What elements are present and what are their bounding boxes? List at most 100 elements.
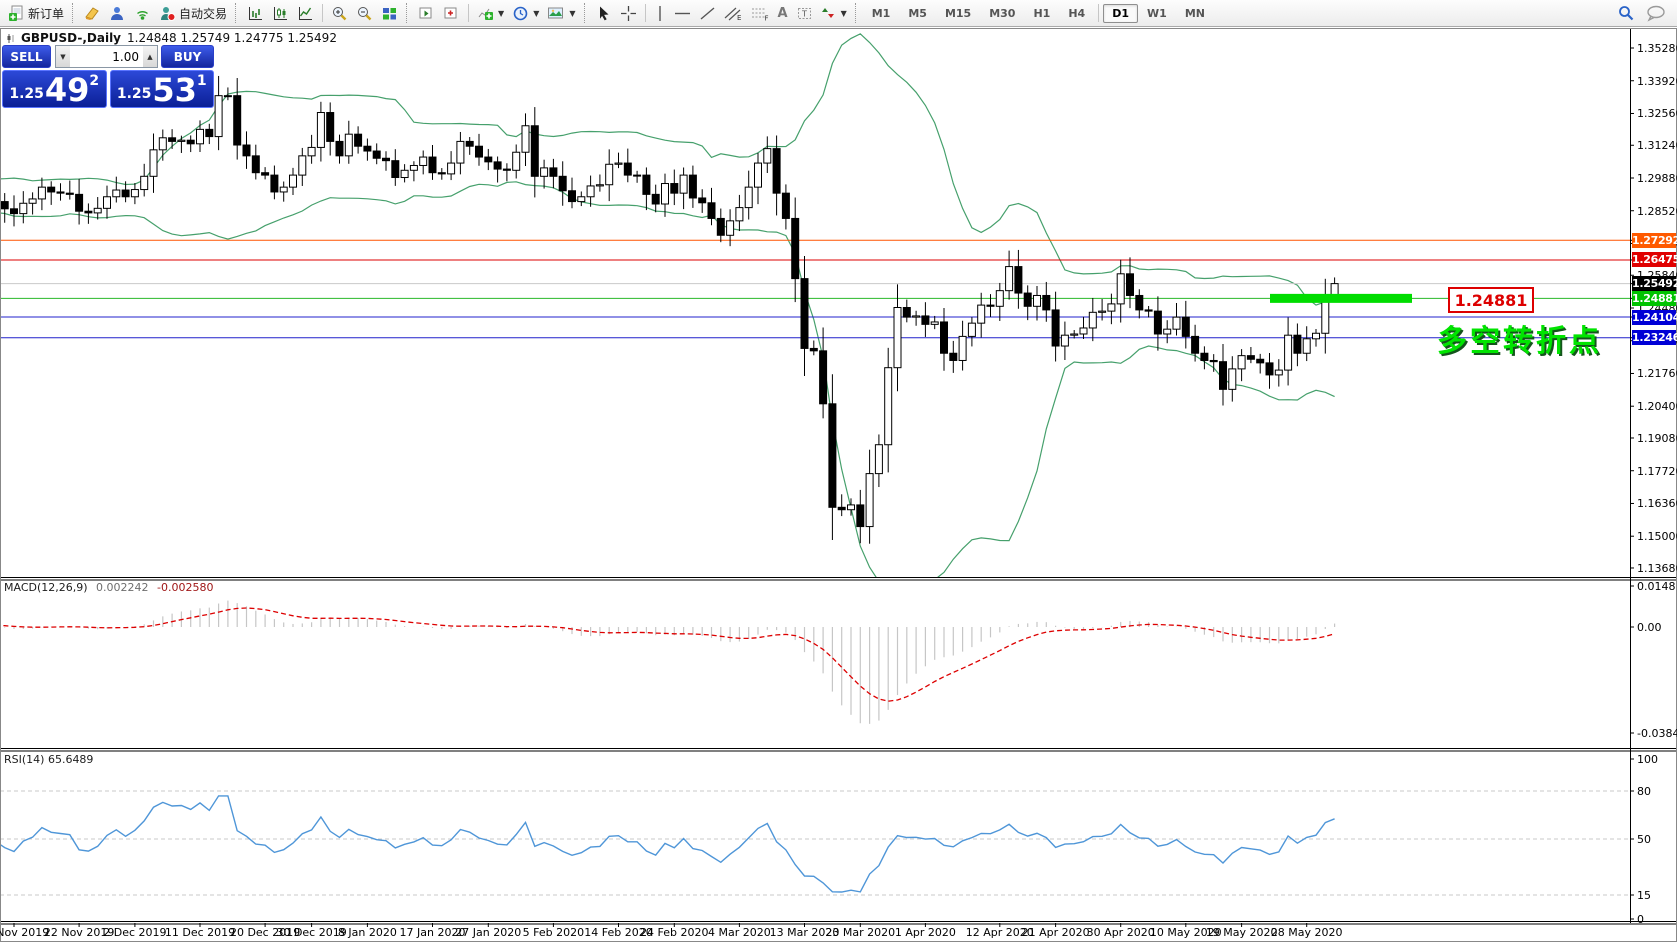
tile-windows-button[interactable] [377,1,402,25]
zoom-out-icon [358,6,372,20]
volume-decrease-button[interactable]: ▼ [56,46,70,67]
toolbar-separator [468,4,470,22]
horizontal-line-tool-button[interactable] [670,1,695,25]
timeframe-mn-button[interactable]: MN [1184,6,1205,20]
timeframe-h1-button[interactable]: H1 [1033,6,1051,20]
zoom-in-button[interactable] [327,1,352,25]
cursor-tool-button[interactable] [592,1,616,25]
zoom-out-button[interactable] [352,1,377,25]
autotrade-icon [161,6,176,21]
tile-windows-icon [383,7,397,19]
buy-button[interactable]: BUY [161,45,214,68]
zoom-in-icon [333,6,347,20]
highlighter-icon [85,6,99,20]
period-button[interactable]: ▼ [508,1,543,25]
one-click-trading-panel: SELL ▼ ▲ BUY 1.25 49 2 1.25 53 1 [2,45,214,108]
signal-button[interactable] [130,1,155,25]
main-toolbar: 新订单 自动交易 [0,0,1677,27]
line-chart-mode-button[interactable] [293,1,318,25]
bar-chart-mode-button[interactable] [243,1,268,25]
volume-stepper: ▼ ▲ [55,45,158,68]
toolbar-separator [644,4,646,22]
text-tool-icon: A [777,5,788,21]
macd-label: MACD(12,26,9) [4,581,88,594]
toolbar-separator [322,4,324,22]
buy-price-button[interactable]: 1.25 53 1 [109,70,214,109]
horizontal-line-icon [674,12,690,14]
timeframe-m1-button[interactable]: M1 [871,6,891,20]
text-tool-button[interactable]: A [774,1,792,25]
macd-label-row: MACD(12,26,9) 0.002242 -0.002580 [4,581,214,594]
highlighter-button[interactable] [80,1,105,25]
label-tool-icon: T [797,7,811,19]
candlestick-icon [274,6,288,20]
vertical-line-icon [658,5,661,21]
crosshair-icon [620,5,636,21]
template-button[interactable]: ▼ [543,1,579,25]
new-order-button[interactable]: 新订单 [4,1,68,25]
buy-price-main: 53 [152,71,197,109]
clock-icon [513,6,528,20]
rsi-label: RSI(14) 65.6489 [4,753,94,766]
volume-increase-button[interactable]: ▲ [143,46,157,67]
template-icon [548,7,564,18]
toolbar-grip [583,3,588,23]
chart-ohlc-values: 1.24848 1.25749 1.24775 1.25492 [127,31,337,45]
fibonacci-icon: F [751,8,768,22]
timeframe-d1-button[interactable]: D1 [1103,3,1139,23]
turning-point-annotation[interactable]: 多空转折点 [1437,324,1602,359]
autotrade-button[interactable]: 自动交易 [155,1,231,25]
macd-main-value: 0.002242 [96,581,149,594]
search-icon[interactable] [1617,4,1635,22]
timeframe-m15-button[interactable]: M15 [944,6,972,20]
channel-icon: E [724,7,741,22]
sell-price-button[interactable]: 1.25 49 2 [2,70,107,108]
timeframe-h4-button[interactable]: H4 [1068,6,1086,20]
timeframe-w1-button[interactable]: W1 [1147,6,1167,20]
label-tool-button[interactable]: T [792,1,817,25]
profile-add-button[interactable] [439,1,464,25]
candlestick-mode-button[interactable] [268,1,293,25]
add-indicator-icon [478,8,494,20]
trendline-tool-button[interactable] [695,1,720,25]
volume-input[interactable] [70,46,143,67]
dropdown-caret-icon: ▼ [498,8,505,18]
toolbar-grip [406,3,410,23]
bar-chart-icon [249,6,263,20]
sell-price-pip: 2 [89,73,100,89]
arrows-tool-icon [821,7,834,18]
price-level-annotation[interactable]: 1.24881 [1448,287,1534,313]
profile-next-button[interactable] [414,1,439,25]
symbol-marker-icon [7,33,14,43]
fibonacci-tool-button[interactable]: F [747,1,774,25]
macd-signal-value: -0.002580 [157,581,214,594]
new-order-icon [9,5,23,21]
timeframe-m5-button[interactable]: M5 [908,6,927,20]
toolbar-right [1617,4,1673,22]
sell-button[interactable]: SELL [2,45,51,68]
dropdown-caret-icon: ▼ [840,8,847,18]
arrows-tool-button[interactable]: ▼ [817,1,851,25]
buy-price-pip: 1 [196,73,207,89]
sell-price-prefix: 1.25 [9,86,44,102]
line-chart-icon [299,6,313,20]
autotrade-label: 自动交易 [179,6,228,21]
add-indicator-button[interactable]: ▼ [473,1,508,25]
toolbar-grip [72,3,76,23]
crosshair-tool-button[interactable] [616,1,641,25]
chart-header: GBPUSD-,Daily 1.24848 1.25749 1.24775 1.… [6,31,337,45]
vertical-line-tool-button[interactable] [650,1,670,25]
channel-tool-button[interactable]: E [720,1,747,25]
chat-icon[interactable] [1645,4,1667,22]
timeframe-m30-button[interactable]: M30 [989,6,1016,20]
trendline-icon [700,6,714,20]
sell-price-main: 49 [44,71,90,109]
new-order-label: 新订单 [28,6,65,21]
publisher-button[interactable] [105,1,130,25]
chart-symbol-period: GBPUSD-,Daily [21,31,122,45]
toolbar-separator [1098,4,1100,22]
dropdown-caret-icon: ▼ [533,8,540,18]
toolbar-grip [854,3,859,23]
dropdown-caret-icon: ▼ [569,8,576,18]
